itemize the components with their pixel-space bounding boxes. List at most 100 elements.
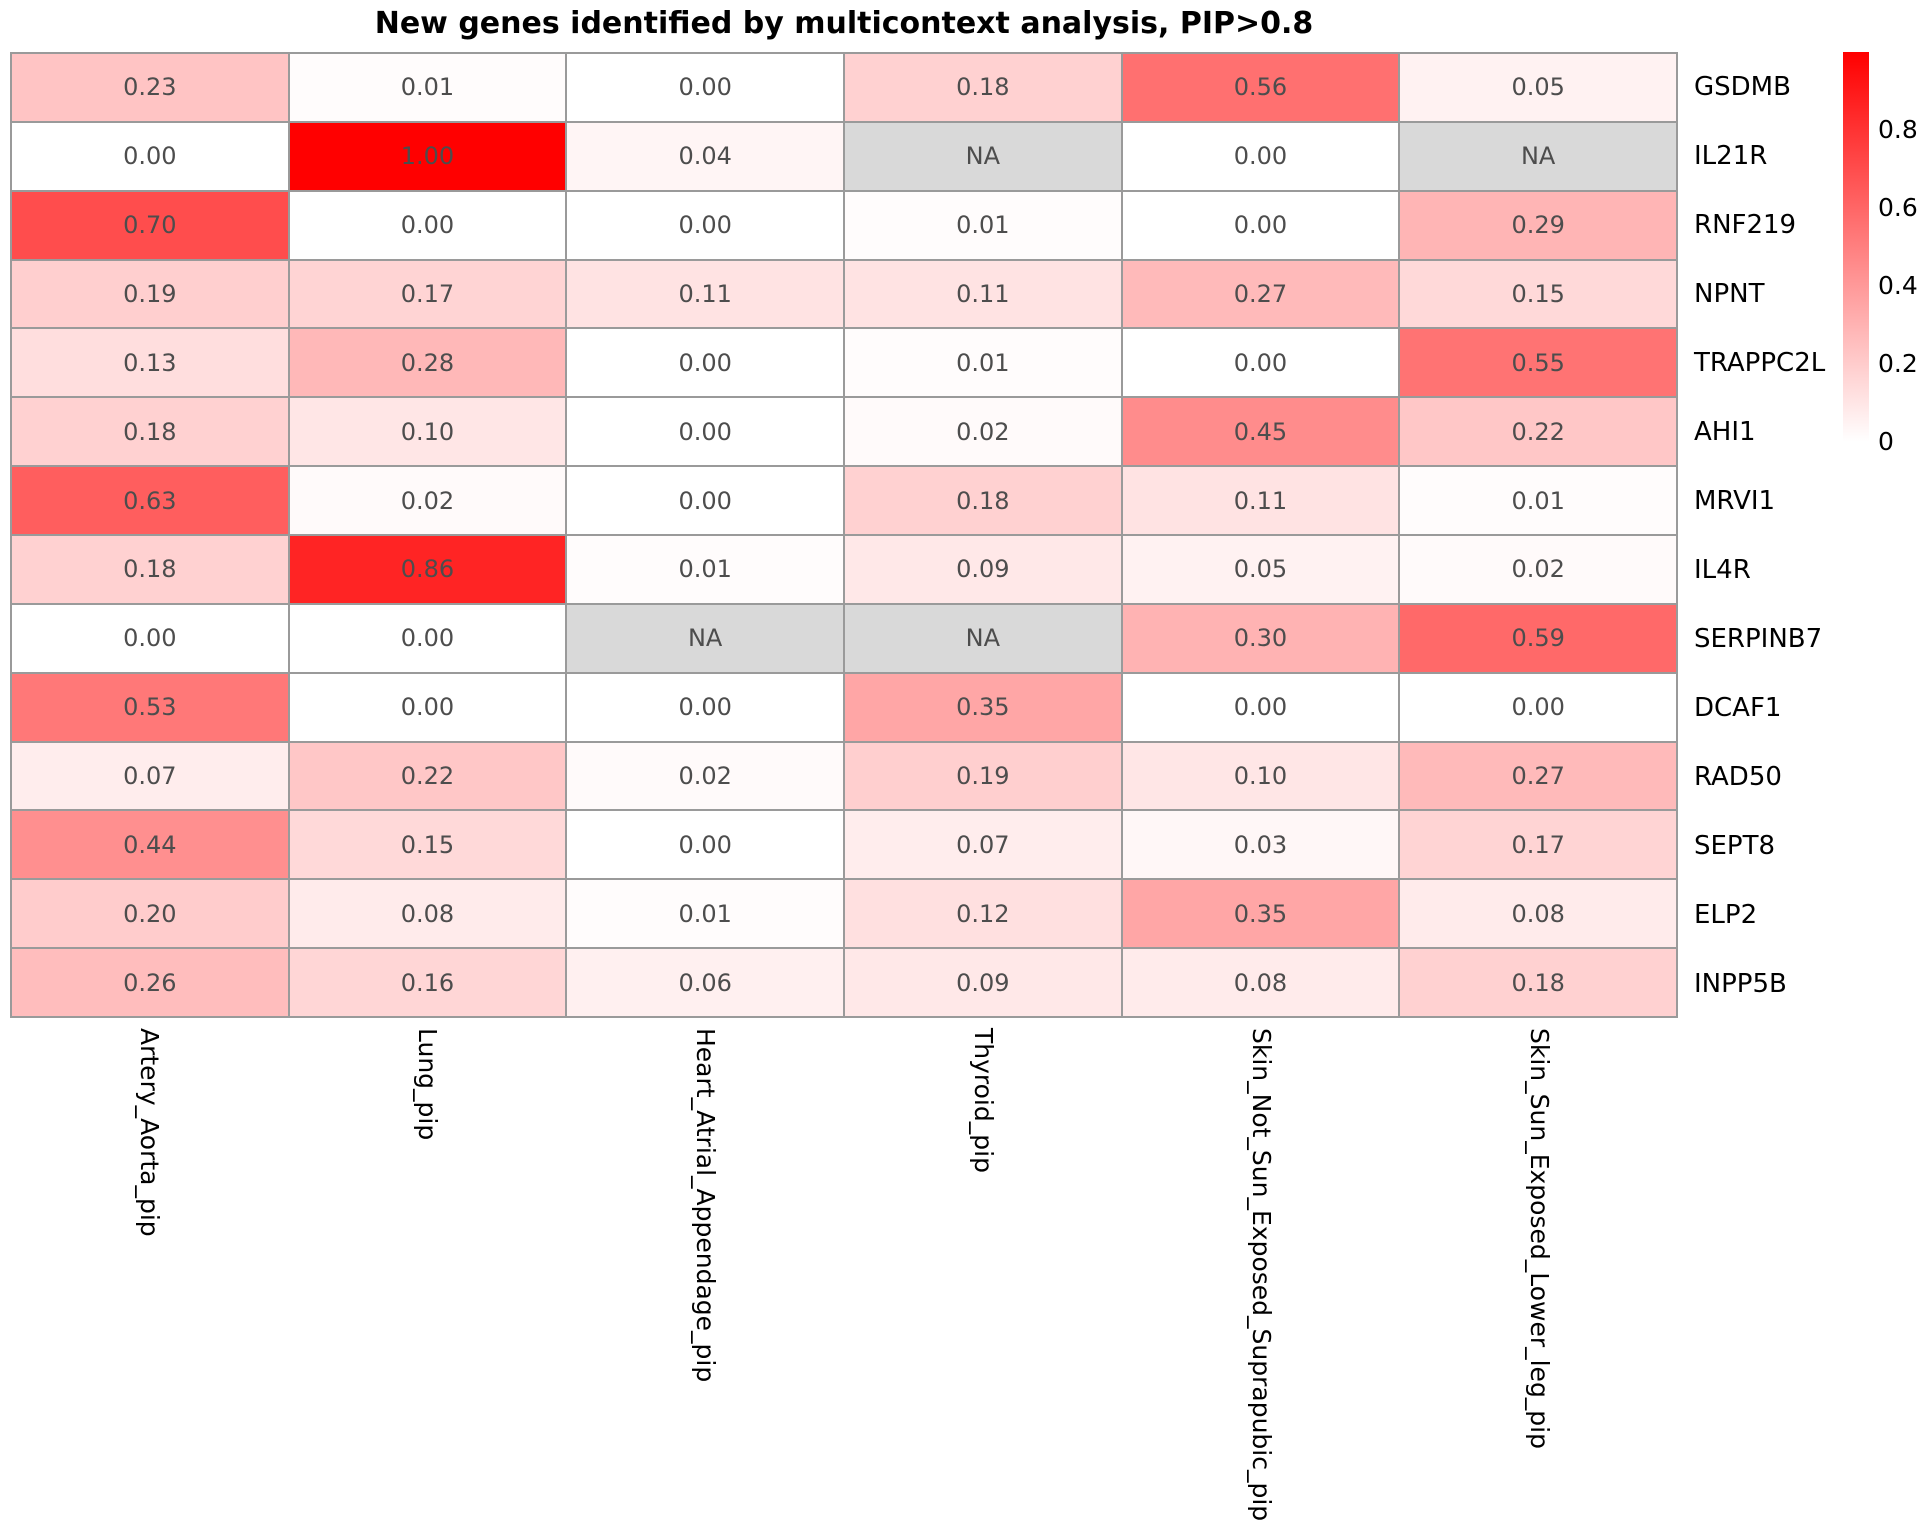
heatmap-cell-MRVI1-Lung_pip: 0.02 (289, 467, 566, 534)
heatmap-cell-RNF219-Artery_Aorta_pip: 0.70 (12, 191, 288, 259)
heatmap-cell-INPP5B-Artery_Aorta_pip: 0.26 (12, 949, 288, 1016)
heatmap-cell-SEPT8-Artery_Aorta_pip: 0.44 (12, 811, 288, 879)
heatmap-cell-RNF219-Lung_pip: 0.00 (289, 191, 566, 259)
row-label-SEPT8: SEPT8 (1694, 830, 1776, 861)
legend-tick-0.2: 0.2 (1878, 349, 1918, 378)
heatmap-cell-AHI1-Skin_Sun_Exposed_Lower_leg_pip: 0.22 (1400, 398, 1676, 466)
heatmap-cell-RAD50-Thyroid_pip: 0.19 (844, 742, 1121, 810)
heatmap-cell-RAD50-Artery_Aorta_pip: 0.07 (12, 742, 288, 810)
heatmap-cell-TRAPPC2L-Artery_Aorta_pip: 0.13 (12, 329, 288, 397)
row-label-DCAF1: DCAF1 (1694, 692, 1782, 723)
heatmap-cell-DCAF1-Artery_Aorta_pip: 0.53 (12, 673, 288, 741)
heatmap-cell-INPP5B-Heart_Atrial_Appendage_pip: 0.06 (567, 949, 843, 1016)
heatmap-cell-NPNT-Heart_Atrial_Appendage_pip: 0.11 (567, 260, 843, 328)
heatmap-cell-INPP5B-Lung_pip: 0.16 (289, 949, 566, 1016)
heatmap-cell-SEPT8-Lung_pip: 0.15 (289, 811, 566, 879)
row-label-GSDMB: GSDMB (1694, 71, 1791, 102)
legend-tick-0.8: 0.8 (1878, 115, 1918, 144)
col-label-Thyroid_pip: Thyroid_pip (969, 1028, 998, 1173)
heatmap-cell-SERPINB7-Skin_Not_Sun_Exposed_Suprapubic_pip: 0.30 (1122, 604, 1399, 672)
heatmap-cell-RNF219-Skin_Sun_Exposed_Lower_leg_pip: 0.29 (1400, 191, 1676, 259)
heatmap-cell-MRVI1-Skin_Sun_Exposed_Lower_leg_pip: 0.01 (1400, 467, 1676, 534)
heatmap-cell-MRVI1-Thyroid_pip: 0.18 (844, 467, 1121, 534)
heatmap-cell-IL21R-Artery_Aorta_pip: 0.00 (12, 122, 288, 190)
heatmap-cell-DCAF1-Thyroid_pip: 0.35 (844, 673, 1121, 741)
row-label-RAD50: RAD50 (1694, 761, 1782, 792)
legend-tick-0: 0 (1878, 427, 1894, 456)
heatmap-cell-IL4R-Artery_Aorta_pip: 0.18 (12, 535, 288, 603)
row-label-IL4R: IL4R (1694, 554, 1751, 585)
heatmap-cell-RAD50-Skin_Not_Sun_Exposed_Suprapubic_pip: 0.10 (1122, 742, 1399, 810)
heatmap-cell-RNF219-Thyroid_pip: 0.01 (844, 191, 1121, 259)
heatmap-cell-NPNT-Lung_pip: 0.17 (289, 260, 566, 328)
heatmap-cell-AHI1-Thyroid_pip: 0.02 (844, 398, 1121, 466)
heatmap-cell-ELP2-Lung_pip: 0.08 (289, 880, 566, 948)
heatmap-cell-NPNT-Skin_Not_Sun_Exposed_Suprapubic_pip: 0.27 (1122, 260, 1399, 328)
row-label-AHI1: AHI1 (1694, 416, 1756, 447)
heatmap-cell-GSDMB-Lung_pip: 0.01 (289, 54, 566, 121)
heatmap-cell-AHI1-Lung_pip: 0.10 (289, 398, 566, 466)
heatmap-cell-TRAPPC2L-Thyroid_pip: 0.01 (844, 329, 1121, 397)
row-label-NPNT: NPNT (1694, 278, 1765, 309)
row-label-RNF219: RNF219 (1694, 209, 1797, 240)
heatmap-cell-IL21R-Lung_pip: 1.00 (289, 122, 566, 190)
heatmap-cell-MRVI1-Skin_Not_Sun_Exposed_Suprapubic_pip: 0.11 (1122, 467, 1399, 534)
heatmap-cell-DCAF1-Skin_Not_Sun_Exposed_Suprapubic_pip: 0.00 (1122, 673, 1399, 741)
heatmap-cell-ELP2-Skin_Not_Sun_Exposed_Suprapubic_pip: 0.35 (1122, 880, 1399, 948)
heatmap-cell-IL4R-Lung_pip: 0.86 (289, 535, 566, 603)
col-label-Heart_Atrial_Appendage_pip: Heart_Atrial_Appendage_pip (691, 1028, 720, 1383)
chart-title: New genes identified by multicontext ana… (374, 6, 1314, 41)
heatmap-cell-SEPT8-Thyroid_pip: 0.07 (844, 811, 1121, 879)
heatmap-cell-RAD50-Heart_Atrial_Appendage_pip: 0.02 (567, 742, 843, 810)
heatmap-cell-AHI1-Skin_Not_Sun_Exposed_Suprapubic_pip: 0.45 (1122, 398, 1399, 466)
heatmap-cell-DCAF1-Skin_Sun_Exposed_Lower_leg_pip: 0.00 (1400, 673, 1676, 741)
heatmap-cell-MRVI1-Heart_Atrial_Appendage_pip: 0.00 (567, 467, 843, 534)
legend-tick-0.4: 0.4 (1878, 271, 1918, 300)
heatmap-cell-DCAF1-Heart_Atrial_Appendage_pip: 0.00 (567, 673, 843, 741)
col-label-Artery_Aorta_pip: Artery_Aorta_pip (135, 1028, 164, 1237)
heatmap-cell-IL4R-Skin_Not_Sun_Exposed_Suprapubic_pip: 0.05 (1122, 535, 1399, 603)
heatmap-cell-SERPINB7-Lung_pip: 0.00 (289, 604, 566, 672)
heatmap-cell-TRAPPC2L-Lung_pip: 0.28 (289, 329, 566, 397)
heatmap-cell-IL21R-Heart_Atrial_Appendage_pip: 0.04 (567, 122, 843, 190)
heatmap-cell-SEPT8-Skin_Sun_Exposed_Lower_leg_pip: 0.17 (1400, 811, 1676, 879)
heatmap-cell-IL4R-Heart_Atrial_Appendage_pip: 0.01 (567, 535, 843, 603)
heatmap-grid: 0.23 0.01 0.00 0.18 0.56 0.05 0.00 1.00 0.04 NA 0.… (10, 52, 1678, 1018)
heatmap-cell-ELP2-Artery_Aorta_pip: 0.20 (12, 880, 288, 948)
row-label-SERPINB7: SERPINB7 (1694, 623, 1823, 654)
row-label-TRAPPC2L: TRAPPC2L (1694, 347, 1826, 378)
heatmap-cell-GSDMB-Heart_Atrial_Appendage_pip: 0.00 (567, 54, 843, 121)
col-label-Skin_Not_Sun_Exposed_Suprapubic_pip: Skin_Not_Sun_Exposed_Suprapubic_pip (1247, 1028, 1276, 1522)
heatmap-cell-GSDMB-Skin_Sun_Exposed_Lower_leg_pip: 0.05 (1400, 54, 1676, 121)
heatmap-cell-IL21R-Skin_Not_Sun_Exposed_Suprapubic_pip: 0.00 (1122, 122, 1399, 190)
heatmap-cell-GSDMB-Artery_Aorta_pip: 0.23 (12, 54, 288, 121)
heatmap-cell-GSDMB-Skin_Not_Sun_Exposed_Suprapubic_pip: 0.56 (1122, 54, 1399, 121)
heatmap-cell-ELP2-Skin_Sun_Exposed_Lower_leg_pip: 0.08 (1400, 880, 1676, 948)
heatmap-cell-IL4R-Skin_Sun_Exposed_Lower_leg_pip: 0.02 (1400, 535, 1676, 603)
heatmap-cell-NPNT-Thyroid_pip: 0.11 (844, 260, 1121, 328)
legend-tick-0.6: 0.6 (1878, 193, 1918, 222)
heatmap-cell-INPP5B-Skin_Sun_Exposed_Lower_leg_pip: 0.18 (1400, 949, 1676, 1016)
heatmap-cell-AHI1-Artery_Aorta_pip: 0.18 (12, 398, 288, 466)
heatmap-cell-RNF219-Skin_Not_Sun_Exposed_Suprapubic_pip: 0.00 (1122, 191, 1399, 259)
heatmap-cell-GSDMB-Thyroid_pip: 0.18 (844, 54, 1121, 121)
heatmap-cell-SERPINB7-Thyroid_pip: NA (844, 604, 1121, 672)
heatmap-cell-MRVI1-Artery_Aorta_pip: 0.63 (12, 467, 288, 534)
heatmap-cell-INPP5B-Skin_Not_Sun_Exposed_Suprapubic_pip: 0.08 (1122, 949, 1399, 1016)
heatmap-cell-AHI1-Heart_Atrial_Appendage_pip: 0.00 (567, 398, 843, 466)
heatmap-cell-TRAPPC2L-Heart_Atrial_Appendage_pip: 0.00 (567, 329, 843, 397)
row-label-IL21R: IL21R (1694, 140, 1768, 171)
row-label-ELP2: ELP2 (1694, 899, 1758, 930)
heatmap-cell-RAD50-Skin_Sun_Exposed_Lower_leg_pip: 0.27 (1400, 742, 1676, 810)
heatmap-cell-TRAPPC2L-Skin_Not_Sun_Exposed_Suprapubic_pip: 0.00 (1122, 329, 1399, 397)
heatmap-cell-NPNT-Skin_Sun_Exposed_Lower_leg_pip: 0.15 (1400, 260, 1676, 328)
col-label-Skin_Sun_Exposed_Lower_leg_pip: Skin_Sun_Exposed_Lower_leg_pip (1525, 1028, 1554, 1449)
heatmap-cell-SERPINB7-Artery_Aorta_pip: 0.00 (12, 604, 288, 672)
heatmap-cell-RAD50-Lung_pip: 0.22 (289, 742, 566, 810)
heatmap-cell-SERPINB7-Heart_Atrial_Appendage_pip: NA (567, 604, 843, 672)
heatmap-cell-ELP2-Thyroid_pip: 0.12 (844, 880, 1121, 948)
col-label-Lung_pip: Lung_pip (413, 1028, 442, 1141)
heatmap-cell-TRAPPC2L-Skin_Sun_Exposed_Lower_leg_pip: 0.55 (1400, 329, 1676, 397)
heatmap-cell-SERPINB7-Skin_Sun_Exposed_Lower_leg_pip: 0.59 (1400, 604, 1676, 672)
row-labels: GSDMB IL21R RNF219 NPNT TRAPPC2L AHI1 MRVI1 IL4… (1694, 52, 1825, 1018)
